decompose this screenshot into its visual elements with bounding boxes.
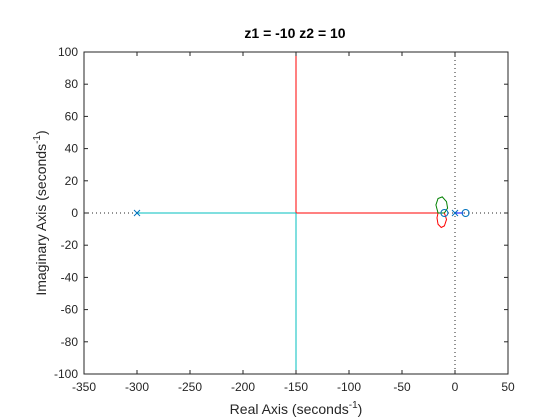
x-tick-label: -300	[125, 380, 149, 394]
x-axis-label-end: )	[358, 401, 363, 417]
y-tick-label: -60	[61, 303, 79, 317]
chart-title: z1 = -10 z2 = 10	[244, 25, 345, 41]
zero-marker	[461, 209, 470, 217]
locus-branch-2-0	[435, 196, 449, 214]
y-tick-label: -80	[61, 335, 79, 349]
x-tick-label: -200	[231, 380, 255, 394]
y-axis-label-text: Imaginary Axis (seconds	[33, 144, 49, 296]
x-tick-label: -250	[178, 380, 202, 394]
pole-marker	[451, 209, 459, 217]
y-tick-label: 0	[71, 206, 78, 220]
y-tick-label: -100	[54, 367, 78, 381]
y-tick-label: 20	[65, 174, 79, 188]
y-axis-label: Imaginary Axis (seconds-1)	[32, 130, 49, 295]
x-tick-label: -50	[393, 380, 411, 394]
x-tick-label: 50	[501, 380, 515, 394]
x-tick-label: -150	[284, 380, 308, 394]
y-tick-label: -40	[61, 270, 79, 284]
x-axis-label-text: Real Axis (seconds	[230, 401, 349, 417]
y-tick-label: -20	[61, 238, 79, 252]
x-axis-label: Real Axis (seconds-1)	[230, 400, 363, 417]
x-tick-label: 0	[452, 380, 459, 394]
y-tick-label: 40	[65, 142, 79, 156]
y-tick-label: 100	[58, 45, 78, 59]
x-tick-label: -100	[337, 380, 361, 394]
ticks-layer: -350 -300 -250 -200 -150 -100 -50 0 50-100-80-60…	[54, 45, 515, 394]
zero-marker	[440, 209, 449, 217]
x-tick-label: -350	[72, 380, 96, 394]
y-axis-label-end: )	[33, 130, 49, 135]
y-tick-label: 60	[65, 109, 79, 123]
y-axis-label-sup: -1	[32, 135, 43, 144]
data-layer	[84, 52, 508, 374]
y-tick-label: 80	[65, 77, 79, 91]
x-axis-label-sup: -1	[349, 400, 358, 411]
pole-marker	[133, 209, 141, 217]
